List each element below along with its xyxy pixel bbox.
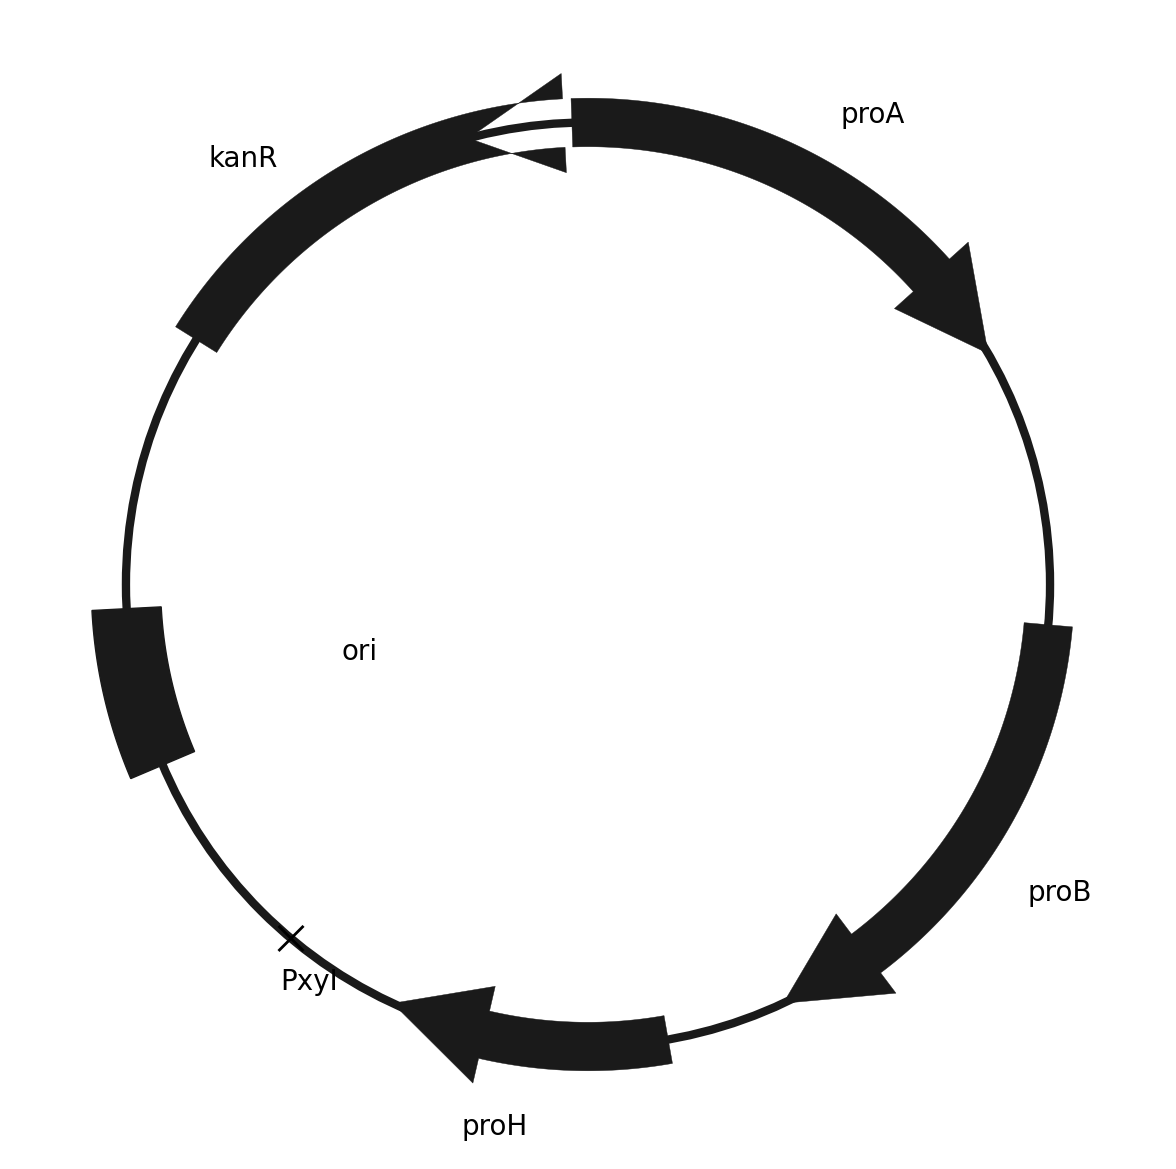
Text: PxyI: PxyI (280, 968, 339, 996)
Text: proH: proH (462, 1113, 528, 1141)
Polygon shape (572, 98, 988, 353)
Polygon shape (92, 607, 194, 779)
Polygon shape (393, 987, 673, 1084)
Text: proA: proA (841, 101, 904, 129)
Polygon shape (175, 74, 567, 353)
Text: ori: ori (341, 638, 377, 666)
Text: kanR: kanR (208, 145, 278, 173)
Polygon shape (783, 623, 1073, 1003)
Text: proB: proB (1028, 879, 1093, 907)
